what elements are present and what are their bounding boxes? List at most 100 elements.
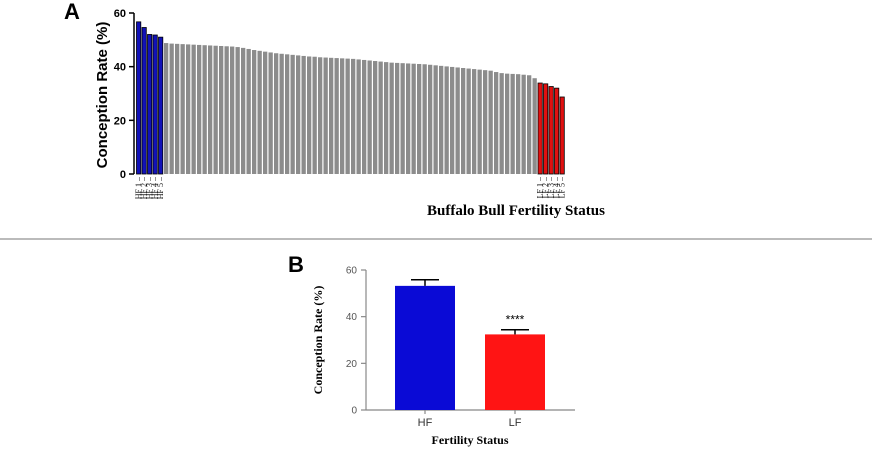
panel-a-bar-middle <box>202 45 207 175</box>
panel-a-bar-middle <box>219 46 224 174</box>
panel-a-y-axis-label: Conception Rate (%) <box>94 22 111 169</box>
panel-b-y-tick-label: 40 <box>346 312 358 323</box>
panel-a-y-tick-label: 0 <box>120 169 126 181</box>
panel-a-bar-middle <box>466 68 471 174</box>
panel-a-bar-middle <box>186 44 191 174</box>
panel-a-category-label: LF 1 – <box>536 176 545 198</box>
panel-a-bar-high <box>141 27 147 175</box>
panel-a-bar-middle <box>285 54 290 174</box>
panel-a-bar-middle <box>488 70 493 174</box>
panel-a-bar-middle <box>439 65 444 174</box>
panel-a-bar-middle <box>263 51 268 174</box>
panel-a-bar-middle <box>345 58 350 174</box>
panel-a-bars <box>136 21 565 175</box>
panel-a-bar-middle <box>318 57 323 174</box>
panel-a-bar-middle <box>268 52 273 174</box>
panel-a-bar-middle <box>422 64 427 174</box>
panel-a-bar-middle <box>417 63 422 174</box>
panel-a-y-ticks: 0 20 40 60 <box>114 8 134 181</box>
panel-a-bar-middle <box>274 53 279 174</box>
panel-a-bar-high <box>147 34 153 175</box>
panel-b-y-ticks: 0 20 40 60 <box>346 266 366 417</box>
panel-a-bar-middle <box>164 43 169 175</box>
panel-b-y-tick-label: 60 <box>346 266 358 277</box>
panel-a-category-label: HF 3 – <box>145 176 154 199</box>
panel-a-bar-low <box>548 86 554 175</box>
panel-a-bar-middle <box>532 78 537 174</box>
panel-a-bar-middle <box>175 43 180 174</box>
panel-a-bar-middle <box>224 46 229 175</box>
panel-a-y-tick-label: 60 <box>114 8 126 20</box>
panel-a-bar-middle <box>499 73 504 174</box>
panel-b-category-labels: HF LF <box>418 410 522 429</box>
panel-a-bar-middle <box>378 61 383 175</box>
panel-a-bar-middle <box>279 53 284 174</box>
panel-b-category-label: HF <box>418 417 433 429</box>
panel-a-bar-middle <box>257 50 262 174</box>
panel-b-y-axis-label: Conception Rate (%) <box>311 286 325 395</box>
panel-a-bar-middle <box>169 43 174 175</box>
panel-a-bar-middle <box>290 54 295 174</box>
panel-a-y-tick-label: 20 <box>114 115 126 127</box>
panel-a-bar-middle <box>329 57 334 174</box>
panel-a-category-label: HF 5 – <box>156 176 165 199</box>
panel-b-y-tick-label: 0 <box>351 406 357 417</box>
panel-a-bar-middle <box>521 74 526 174</box>
panel-a-bar-middle <box>494 72 499 174</box>
panel-a-bar-low <box>537 82 543 175</box>
panel-a-bar-middle <box>197 44 202 174</box>
panel-a-bar-middle <box>483 70 488 174</box>
panel-a-bar-middle <box>516 74 521 174</box>
panel-a-letter: A <box>64 0 80 24</box>
panel-a-bar-middle <box>384 62 389 175</box>
panel-a-bar-middle <box>477 69 482 174</box>
panel-b: B Conception Rate (%) Fertility Status 0… <box>288 252 575 447</box>
panel-a-bar-high <box>158 36 164 175</box>
panel-a-bar-middle <box>235 47 240 174</box>
panel-a-bar-high <box>136 21 142 175</box>
panel-b-bar <box>395 285 455 410</box>
panel-a-bar-middle <box>450 66 455 174</box>
panel-a-bar-middle <box>527 75 532 174</box>
panel-a-bar-middle <box>428 64 433 174</box>
panel-a-bar-middle <box>406 63 411 174</box>
panel-a-bar-middle <box>367 60 372 175</box>
panel-a-bar-middle <box>340 58 345 175</box>
panel-a-y-tick-label: 40 <box>114 62 126 74</box>
panel-b-bar <box>485 334 545 410</box>
panel-a-bar-middle <box>312 56 317 174</box>
panel-a-category-label: HF 2 – <box>140 176 149 199</box>
panel-a-bar-middle <box>400 63 405 175</box>
panel-a-bar-middle <box>395 62 400 174</box>
panel-a-bar-middle <box>351 58 356 175</box>
panel-a-bar-middle <box>191 44 196 175</box>
panel-b-y-tick-label: 20 <box>346 359 358 370</box>
panel-a-category-label: HF 4 – <box>151 176 160 199</box>
panel-a-bar-low <box>543 83 549 175</box>
panel-a-bar-middle <box>296 55 301 174</box>
panel-b-category-label: LF <box>509 417 522 429</box>
panel-a-category-label: LF 5 – <box>558 176 567 198</box>
panel-a-bar-middle <box>389 62 394 175</box>
panel-a-bar-middle <box>356 59 361 175</box>
panel-b-bars: **** <box>395 279 545 410</box>
panel-a-bar-middle <box>301 55 306 174</box>
panel-a-bar-middle <box>246 48 251 174</box>
panel-a-x-axis-label: Buffalo Bull Fertility Status <box>427 203 605 219</box>
panel-a-bar-middle <box>213 45 218 175</box>
panel-a-bar-high <box>152 34 158 175</box>
panel-a-category-label: LF 2 – <box>541 176 550 198</box>
panel-a-bar-middle <box>373 61 378 175</box>
panel-b-x-axis-label: Fertility Status <box>432 433 509 447</box>
panel-a-bar-middle <box>241 47 246 175</box>
panel-a-bar-middle <box>362 59 367 175</box>
panel-a-category-label: LF 4 – <box>552 176 561 198</box>
panel-a-category-label: HF 1 – <box>134 176 143 199</box>
panel-a-bar-middle <box>180 44 185 175</box>
panel-a-bar-middle <box>230 46 235 174</box>
panel-a-bar-middle <box>252 50 257 174</box>
panel-a-bar-low <box>559 96 565 175</box>
panel-a-bar-middle <box>433 65 438 174</box>
panel-a-bar-middle <box>505 73 510 174</box>
